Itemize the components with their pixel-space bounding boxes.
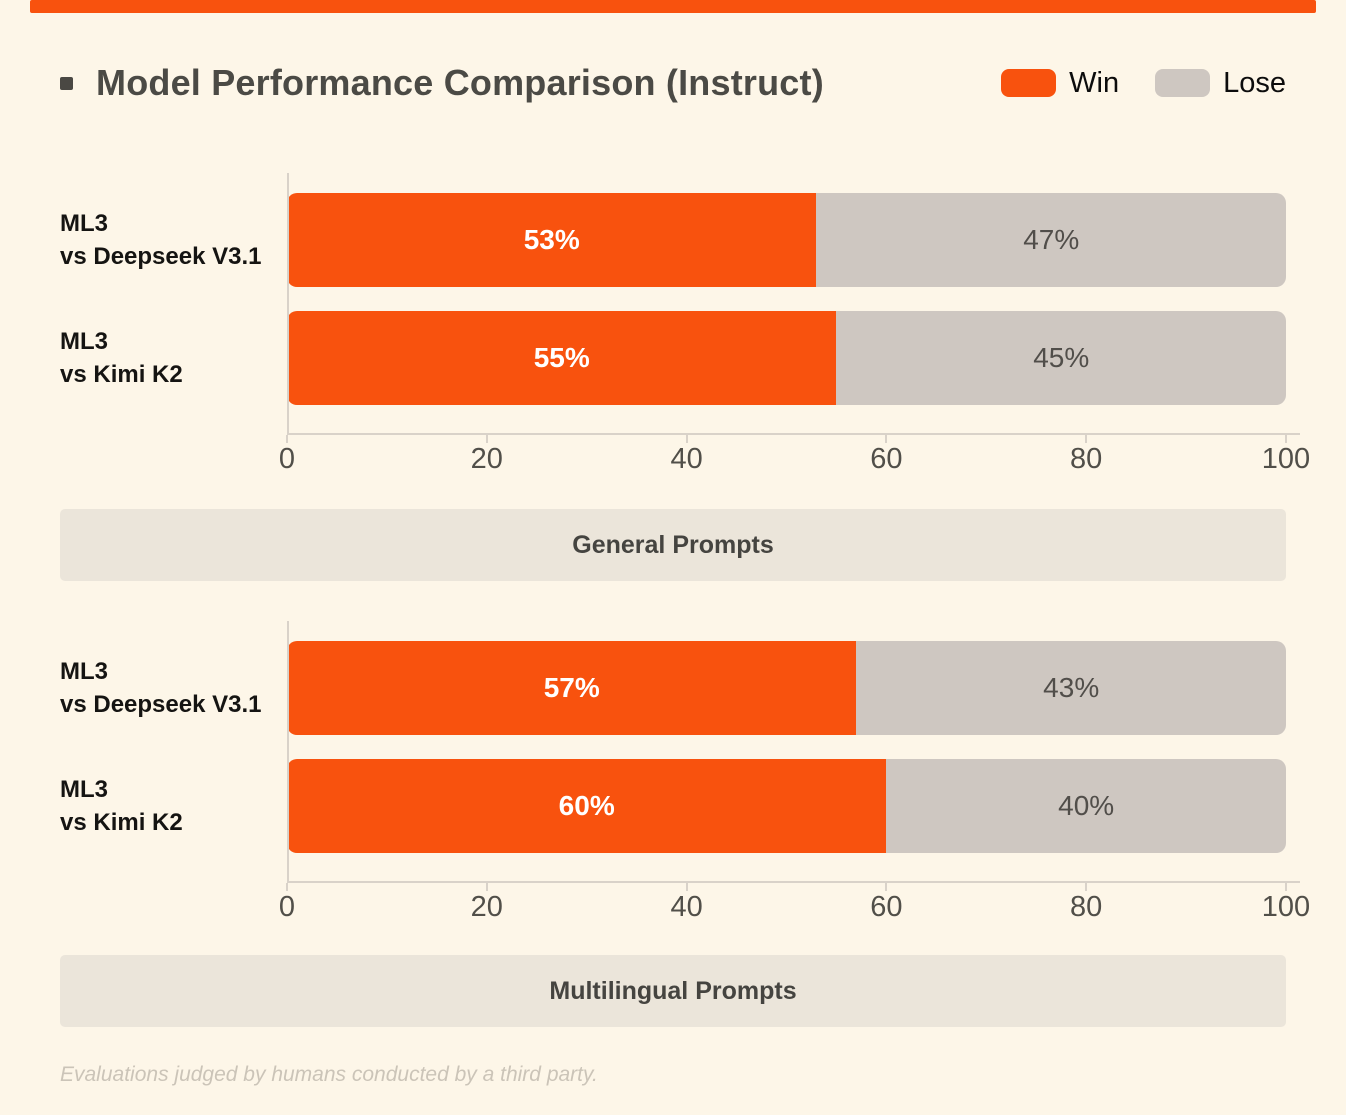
tick-label: 80 <box>1070 443 1103 475</box>
stacked-bar: 57% 43% <box>287 641 1286 735</box>
tick-label: 60 <box>870 443 903 475</box>
bar-row: ML3 vs Kimi K2 60% 40% <box>60 759 1286 853</box>
category-line2: vs Deepseek V3.1 <box>60 691 262 718</box>
lose-segment: 47% <box>816 193 1286 287</box>
tick-label: 0 <box>278 891 296 923</box>
category-label: ML3 vs Deepseek V3.1 <box>60 193 287 287</box>
tick-mark <box>885 435 888 443</box>
tick-mark <box>286 435 288 443</box>
tick-label: 100 <box>1261 443 1311 475</box>
title-bullet-icon <box>60 76 73 90</box>
legend: Win Lose <box>1001 67 1286 100</box>
header: Model Performance Comparison (Instruct) … <box>60 60 1286 106</box>
tick-mark <box>1085 435 1088 443</box>
category-line2: vs Kimi K2 <box>60 809 183 836</box>
tick-mark <box>485 435 488 443</box>
section-band-general-prompts: General Prompts <box>60 509 1286 581</box>
lose-segment: 43% <box>856 641 1286 735</box>
tick-label: 60 <box>870 891 903 923</box>
section-band-multilingual-prompts: Multilingual Prompts <box>60 955 1286 1027</box>
win-segment: 53% <box>287 193 817 287</box>
tick-mark <box>685 883 688 891</box>
category-line1: ML3 <box>60 657 108 685</box>
category-line2: vs Deepseek V3.1 <box>60 243 262 270</box>
tick-mark <box>685 435 688 443</box>
tick-mark <box>1285 883 1287 891</box>
category-line1: ML3 <box>60 327 108 355</box>
x-axis: 0 20 40 60 80 100 <box>279 881 1310 929</box>
bar-row: ML3 vs Deepseek V3.1 53% 47% <box>60 193 1286 287</box>
stacked-bar: 60% 40% <box>287 759 1286 853</box>
chart-multilingual-prompts: ML3 vs Deepseek V3.1 57% 43% ML3 vs Kimi K2 60… <box>60 621 1310 929</box>
bar-row: ML3 vs Deepseek V3.1 57% 43% <box>60 641 1286 735</box>
legend-win-swatch <box>1001 69 1057 97</box>
legend-lose-label: Lose <box>1223 66 1286 99</box>
tick-mark <box>485 883 488 891</box>
page-title: Model Performance Comparison (Instruct) <box>96 62 824 103</box>
tick-label: 40 <box>670 443 703 475</box>
category-line1: ML3 <box>60 209 108 237</box>
tick-label: 100 <box>1261 891 1311 923</box>
tick-label: 0 <box>278 443 296 475</box>
section-title: General Prompts <box>572 530 774 559</box>
category-line1: ML3 <box>60 775 108 803</box>
top-accent-bar <box>30 0 1316 13</box>
tick-mark <box>286 883 288 891</box>
win-segment: 57% <box>287 641 857 735</box>
x-axis: 0 20 40 60 80 100 <box>279 433 1310 481</box>
category-label: ML3 vs Kimi K2 <box>60 311 287 405</box>
legend-win-label: Win <box>1069 66 1120 99</box>
y-axis-line <box>287 173 289 435</box>
stacked-bar: 53% 47% <box>287 193 1286 287</box>
footnote: Evaluations judged by humans conducted b… <box>60 1063 598 1086</box>
tick-mark <box>1285 435 1287 443</box>
win-segment: 60% <box>287 759 887 853</box>
tick-label: 20 <box>470 443 503 475</box>
category-label: ML3 vs Deepseek V3.1 <box>60 641 287 735</box>
tick-label: 20 <box>470 891 503 923</box>
tick-mark <box>885 883 888 891</box>
legend-lose-swatch <box>1155 69 1211 97</box>
category-line2: vs Kimi K2 <box>60 361 183 388</box>
chart-general-prompts: ML3 vs Deepseek V3.1 53% 47% ML3 vs Kimi K2 55… <box>60 173 1310 481</box>
section-title: Multilingual Prompts <box>549 976 797 1005</box>
win-segment: 55% <box>287 311 837 405</box>
lose-segment: 40% <box>886 759 1286 853</box>
tick-label: 40 <box>670 891 703 923</box>
bar-row: ML3 vs Kimi K2 55% 45% <box>60 311 1286 405</box>
category-label: ML3 vs Kimi K2 <box>60 759 287 853</box>
tick-mark <box>1085 883 1088 891</box>
y-axis-line <box>287 621 289 883</box>
lose-segment: 45% <box>836 311 1286 405</box>
stacked-bar: 55% 45% <box>287 311 1286 405</box>
tick-label: 80 <box>1070 891 1103 923</box>
